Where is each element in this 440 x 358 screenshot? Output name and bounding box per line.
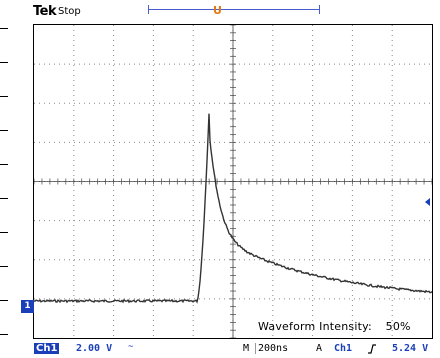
graticule (34, 25, 432, 338)
timebase-value: 200ns (255, 343, 288, 354)
trigger-level: 5.24 V (392, 343, 429, 354)
brand-logo: Tek (33, 4, 57, 19)
record-length-bar (148, 5, 320, 14)
top-status-bar: Tek Stop U (0, 0, 440, 24)
trigger-source[interactable]: Ch1 (334, 343, 353, 354)
volts-per-div: 2.00 V (76, 343, 113, 354)
trigger-level-marker-icon[interactable] (425, 198, 430, 206)
channel-badge[interactable]: Ch1 (34, 343, 60, 354)
bandwidth-limit-icon: ~ (128, 342, 134, 352)
acquisition-status: Stop (58, 6, 81, 17)
timebase-label: M (243, 343, 250, 354)
trigger-position-indicator[interactable]: U (213, 4, 222, 17)
rising-edge-icon (368, 344, 376, 354)
waveform-intensity-readout: Waveform Intensity: 50% (258, 320, 411, 333)
intensity-value: 50% (385, 320, 411, 333)
trigger-label: A (316, 343, 323, 354)
channel1-ground-marker[interactable]: 1 (21, 300, 34, 313)
intensity-label: Waveform Intensity: (258, 320, 372, 333)
waveform-trace (34, 113, 432, 304)
bottom-readout-bar: Ch1 2.00 V ~ M 200ns A Ch1 5.24 V (0, 340, 440, 358)
left-ruler (0, 28, 10, 338)
waveform-display (33, 24, 433, 339)
